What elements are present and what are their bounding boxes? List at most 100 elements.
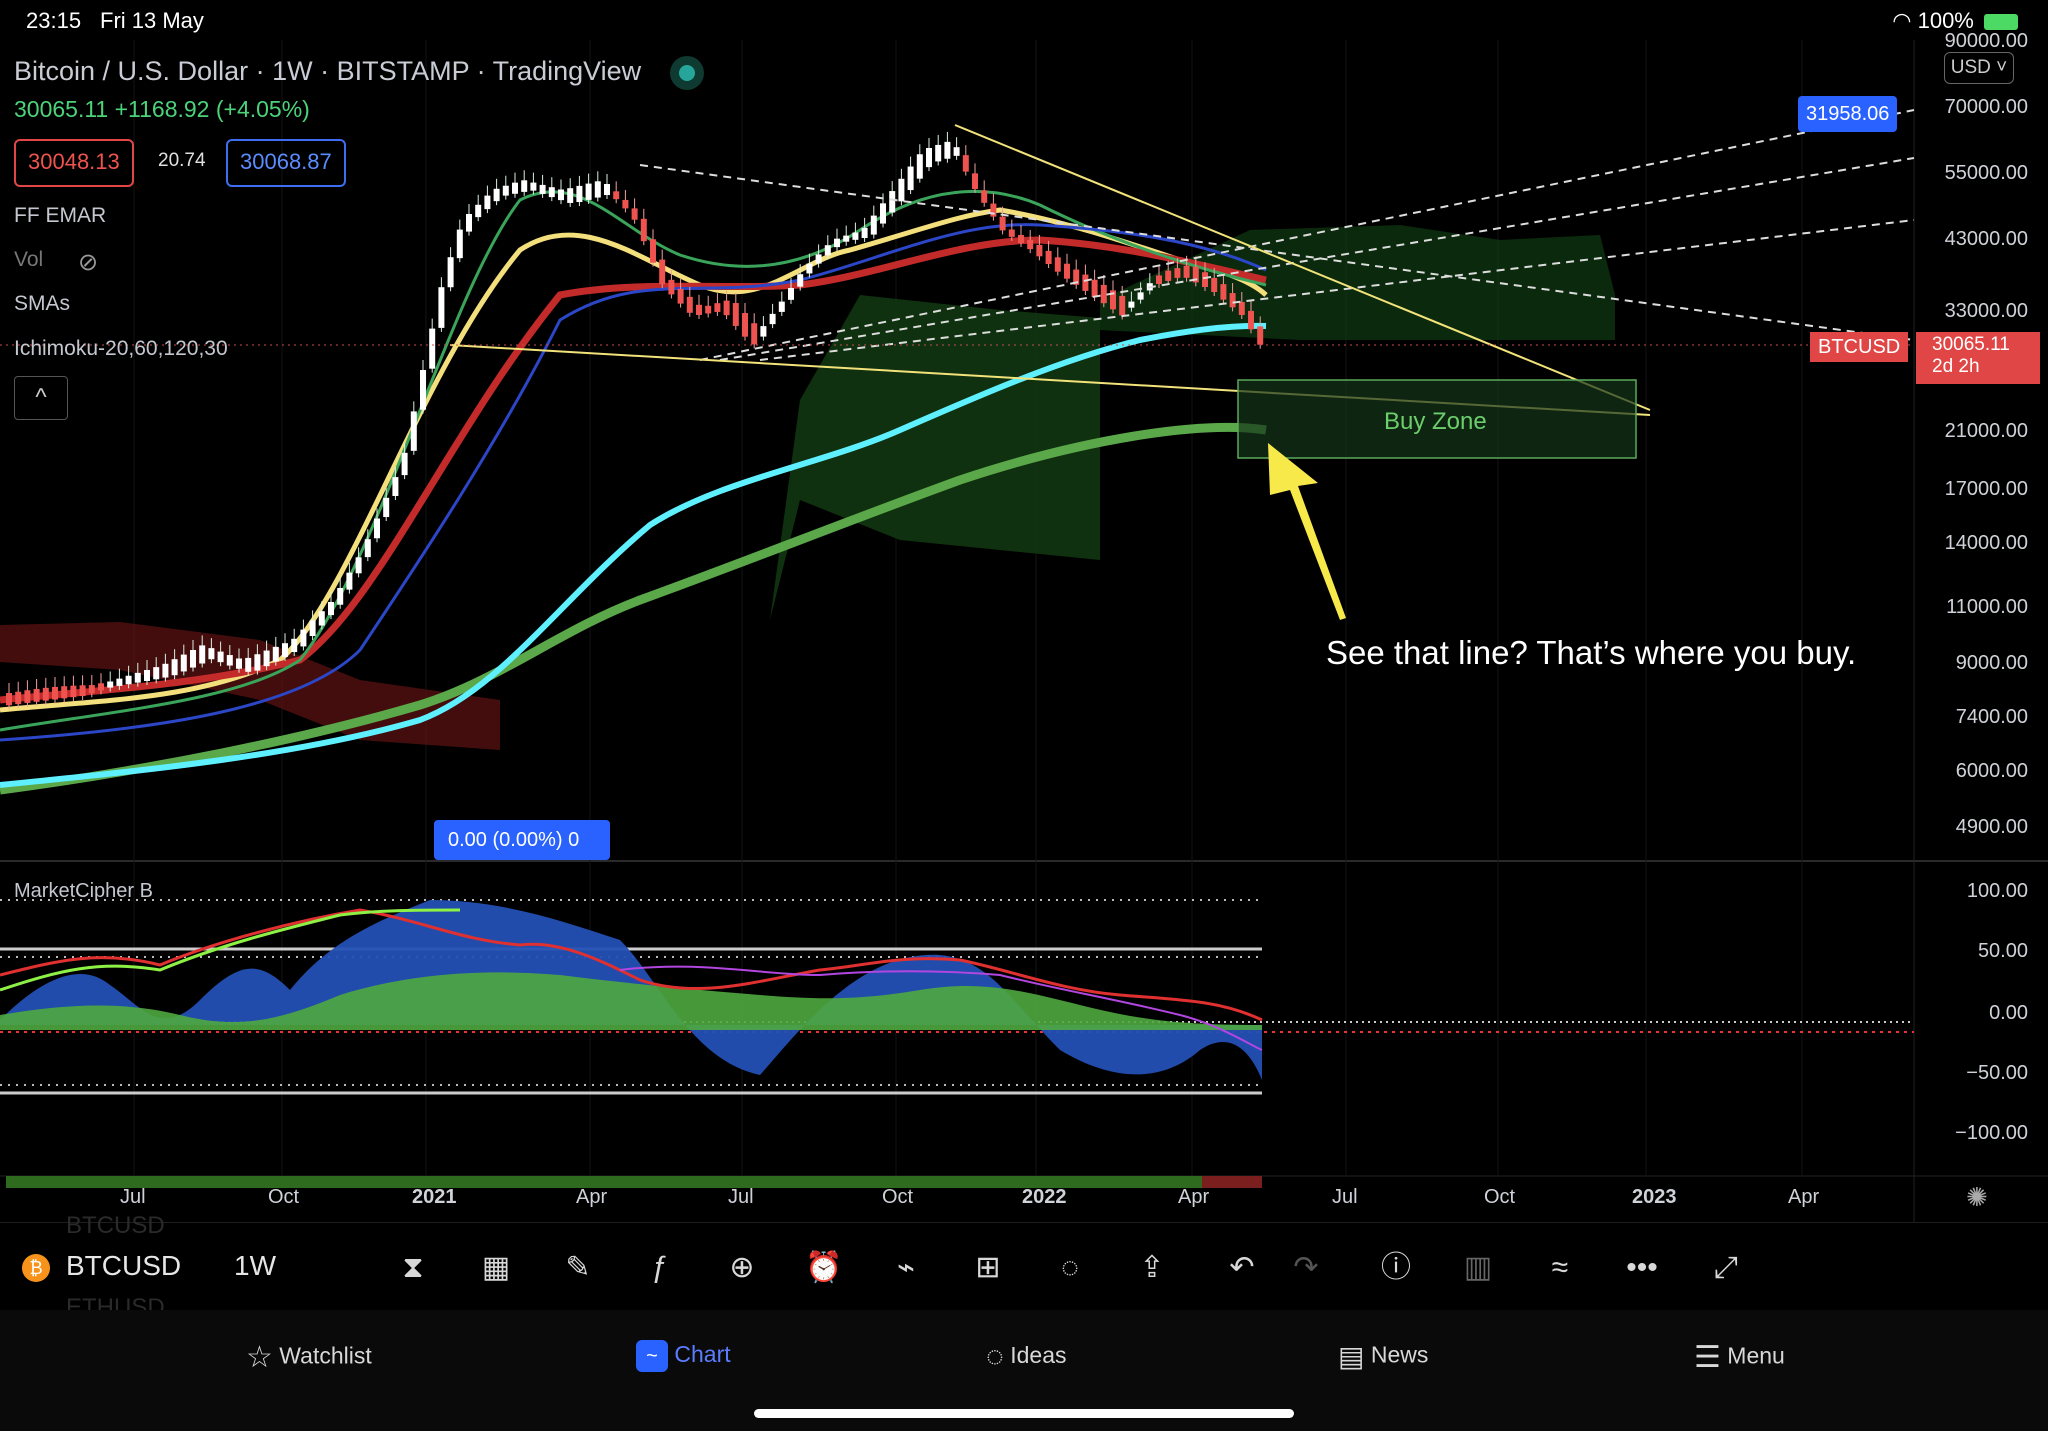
ema-blue-line (0, 223, 1267, 742)
time-axis-label: 2021 (412, 1186, 457, 1208)
measure-box (434, 820, 610, 860)
ema-yellow-line (0, 207, 1268, 713)
osc-purple-line (619, 965, 1263, 1051)
currency-select[interactable]: USD ˅ (1944, 52, 2014, 84)
target-price-tag: 31958.06 (1798, 96, 1898, 132)
trend-tool-icon[interactable]: ≈ (1551, 1251, 1569, 1284)
oscillator-name[interactable]: MarketCipher B (14, 880, 153, 902)
replay-chart-icon[interactable]: ⌁ (896, 1251, 916, 1284)
oscillator-axis-label: 100.00 (1966, 880, 2028, 902)
time-axis-label: Jul (120, 1186, 146, 1208)
ema-green-line (0, 189, 1267, 732)
time-axis-label: Apr (576, 1186, 608, 1208)
price-axis-label: 9000.00 (1955, 652, 2028, 674)
tab-chart-label: Chart (674, 1341, 731, 1368)
time-axis-label: 2023 (1632, 1186, 1677, 1208)
osc-money-flow-green (0, 972, 1262, 1030)
price-change: 30065.11 +1168.92 (+4.05%) (14, 96, 310, 122)
bars-chart-icon[interactable]: ▥ (1463, 1251, 1493, 1284)
fullscreen-expand-icon[interactable]: ⤢ (1714, 1251, 1738, 1284)
star-icon: ☆ (246, 1341, 273, 1374)
time-axis-label: Apr (1178, 1186, 1210, 1208)
osc-momentum-red (0, 908, 1263, 1022)
osc-bottom-bar-red (1202, 1176, 1262, 1188)
osc-bottom-bar-green (6, 1176, 1202, 1188)
drawing-pen-icon[interactable]: ✎ (565, 1251, 591, 1284)
battery-percent: 100% (1917, 8, 1974, 33)
price-chart-canvas[interactable] (0, 40, 2048, 1222)
measure-label: 0.00 (0.00%) 0 (448, 829, 580, 851)
home-indicator[interactable] (754, 1409, 1294, 1418)
time-axis-label: Jul (728, 1186, 754, 1208)
sell-price-button[interactable]: 30048.13 (14, 139, 134, 187)
ghost-symbol-above: BTCUSD (66, 1212, 165, 1239)
trendline-yellow-upper (954, 124, 1651, 411)
trendline-white-dashed-2 (699, 109, 1915, 361)
spread-value: 20.74 (158, 150, 206, 171)
status-date: Fri 13 May (100, 8, 204, 33)
battery-indicator: ◠ 100% (1892, 8, 2018, 34)
alarm-clock-icon[interactable]: ⏰ (805, 1251, 843, 1284)
tab-news-label: News (1370, 1341, 1429, 1368)
oscillator-axis-label: −50.00 (1966, 1062, 2028, 1084)
annotation-text: See that line? That’s where you buy. (1326, 634, 1857, 671)
bar-countdown: 2d 2h (1932, 356, 1980, 377)
indicator-vol[interactable]: Vol (14, 248, 44, 271)
candle-type-icon[interactable]: ⧗ (402, 1251, 424, 1284)
price-axis-label: 43000.00 (1944, 228, 2028, 250)
chart-icon: ~ (636, 1340, 668, 1372)
menu-icon: ☰ (1694, 1341, 1721, 1374)
tab-chart[interactable]: ~ Chart (636, 1340, 731, 1372)
hidden-eye-icon[interactable]: ⊘ (78, 249, 99, 276)
tab-watchlist[interactable]: ☆ Watchlist (246, 1340, 372, 1375)
toolbar-symbol[interactable]: BTCUSD (66, 1250, 182, 1281)
idea-lightbulb-icon[interactable]: ◌ (1061, 1251, 1079, 1284)
more-dots-icon[interactable]: ••• (1626, 1251, 1658, 1284)
undo-icon[interactable]: ↶ (1229, 1251, 1255, 1284)
info-icon[interactable]: ⓘ (1381, 1251, 1411, 1284)
indicator-ff-emar[interactable]: FF EMAR (14, 204, 107, 227)
price-axis-label: 14000.00 (1944, 532, 2028, 554)
price-axis-label: 33000.00 (1944, 300, 2028, 322)
tab-watchlist-label: Watchlist (279, 1342, 372, 1369)
price-axis-label: 4900.00 (1955, 816, 2028, 838)
wifi-icon: ◠ (1892, 8, 1918, 33)
interval-button[interactable]: 1W (234, 1250, 276, 1281)
sma-cyan-line (0, 322, 1267, 788)
tab-menu[interactable]: ☰ Menu (1694, 1340, 1785, 1375)
sma-long-green-line (0, 422, 1267, 795)
live-status-icon (670, 56, 704, 90)
tab-menu-label: Menu (1727, 1342, 1785, 1369)
tab-news[interactable]: ▤ News (1338, 1340, 1428, 1373)
buy-price-button[interactable]: 30068.87 (226, 139, 346, 187)
chevron-up-icon: ^ (35, 384, 47, 411)
time-axis-label: Oct (1484, 1186, 1516, 1208)
price-axis-label: 6000.00 (1955, 760, 2028, 782)
symbol-flag-icon[interactable]: ₿ (22, 1254, 50, 1282)
collapse-legend-button[interactable]: ^ (14, 376, 68, 420)
status-time: 23:15 (26, 8, 82, 33)
layout-grid-icon[interactable]: ⊞ (975, 1251, 1001, 1284)
symbol-price-tag: BTCUSD (1810, 332, 1909, 362)
tab-ideas[interactable]: ◌ Ideas (986, 1340, 1066, 1374)
price-axis-label: 70000.00 (1944, 96, 2028, 118)
indicators-fx-icon[interactable]: ƒ (651, 1251, 669, 1284)
buy-zone-box (1237, 379, 1637, 459)
trendline-white-dashed-1 (639, 164, 1915, 341)
add-circle-icon[interactable]: ⊕ (729, 1251, 755, 1284)
compare-calendar-icon[interactable]: ▦ (481, 1251, 511, 1284)
buy-zone-label: Buy Zone (1384, 408, 1487, 435)
time-axis-label: 2022 (1022, 1186, 1067, 1208)
indicator-ichimoku[interactable]: Ichimoku-20,60,120,30 (14, 337, 228, 360)
lightbulb-icon: ◌ (986, 1340, 1004, 1373)
price-axis-label: 17000.00 (1944, 478, 2028, 500)
price-axis-label: 55000.00 (1944, 162, 2028, 184)
settings-icon[interactable]: ✺ (1966, 1182, 1988, 1212)
trendline-white-dashed-3 (719, 157, 1915, 361)
symbol-title[interactable]: Bitcoin / U.S. Dollar · 1W · BITSTAMP · … (14, 56, 642, 86)
annotation-arrow (1268, 443, 1346, 620)
redo-icon[interactable]: ↷ (1293, 1251, 1319, 1284)
osc-momentum-green (0, 908, 461, 992)
indicator-smas[interactable]: SMAs (14, 292, 71, 315)
share-icon[interactable]: ⇪ (1139, 1251, 1165, 1284)
